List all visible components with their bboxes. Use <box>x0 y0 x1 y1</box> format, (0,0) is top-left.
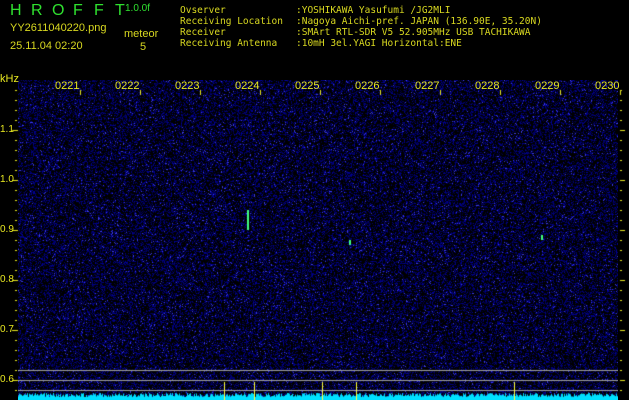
info-value: :10mH 3el.YAGI Horizontal:ENE <box>296 38 462 49</box>
datetime: 25.11.04 02:20 <box>10 40 83 52</box>
version: 1.0.0f <box>125 3 151 14</box>
x-tick-label: 0221 <box>55 80 80 92</box>
x-tick-label: 0227 <box>415 80 440 92</box>
axes-ticks <box>0 70 629 400</box>
meteor-count: 5 <box>140 41 147 53</box>
x-tick-label: 0223 <box>175 80 200 92</box>
x-tick-label: 0229 <box>535 80 560 92</box>
title-letter: O <box>52 2 65 19</box>
info-label: Ovserver <box>180 5 226 16</box>
y-tick-label: 1.1 <box>0 124 14 135</box>
info-value: :YOSHIKAWA Yasufumi /JG2MLI <box>296 5 451 16</box>
title-letter: R <box>31 2 43 19</box>
info-label: Receiving Antenna <box>180 38 278 49</box>
info-label: Receiving Location <box>180 16 283 27</box>
info-label: Receiver <box>180 27 226 38</box>
y-tick-label: 0.8 <box>0 274 14 285</box>
x-tick-label: 0226 <box>355 80 380 92</box>
title-letter: T <box>115 2 125 19</box>
title-letter: F <box>94 2 104 19</box>
y-axis-unit: kHz <box>0 73 19 85</box>
x-tick-label: 0228 <box>475 80 500 92</box>
title-letter: H <box>10 2 22 19</box>
y-tick-label: 0.7 <box>0 324 14 335</box>
spectrogram <box>18 80 618 400</box>
x-tick-label: 0222 <box>115 80 140 92</box>
info-value: :Nagoya Aichi-pref. JAPAN (136.90E, 35.2… <box>296 16 542 27</box>
title-letter: F <box>73 2 83 19</box>
y-tick-label: 0.6 <box>0 374 14 385</box>
filename: YY2611040220.png <box>10 22 107 34</box>
x-tick-label: 0230 <box>595 80 620 92</box>
y-tick-label: 0.9 <box>0 224 14 235</box>
meteor-label: meteor <box>124 28 159 40</box>
x-tick-label: 0225 <box>295 80 320 92</box>
info-value: :SMArt RTL-SDR V5 52.905MHz USB TACHIKAW… <box>296 27 531 38</box>
y-tick-label: 1.0 <box>0 174 14 185</box>
x-tick-label: 0224 <box>235 80 260 92</box>
